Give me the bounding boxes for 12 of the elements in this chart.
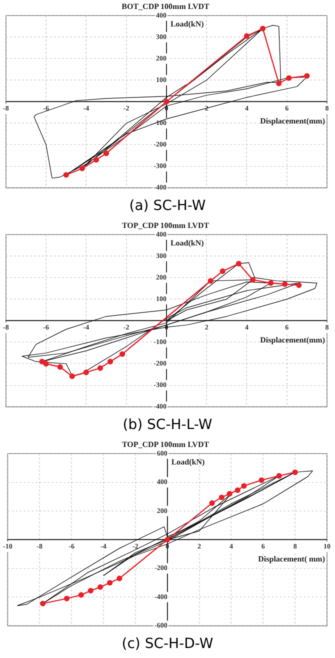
chart-title: TOP_CDP 100mm LVDT bbox=[122, 440, 210, 449]
text: (a) SC-H-W bbox=[128, 197, 207, 216]
x-axis-title: Displacement(mm) bbox=[260, 336, 326, 345]
chart-title: TOP_CDP 100mm LVDT bbox=[122, 220, 210, 230]
x-axis-title: Displacement( mm) bbox=[258, 554, 326, 564]
x-axis-title: Displacement(mm) bbox=[260, 116, 326, 126]
y-axis-title: Load(kN) bbox=[170, 20, 204, 29]
text: (c) SC-H-D-W bbox=[120, 635, 214, 654]
chart-title: BOT_CDP 100mm LVDT bbox=[122, 2, 210, 11]
text: (b) SC-H-L-W bbox=[122, 416, 214, 435]
y-axis-title: Load(kN) bbox=[171, 458, 206, 467]
y-axis-title: Load(kN) bbox=[170, 238, 204, 248]
